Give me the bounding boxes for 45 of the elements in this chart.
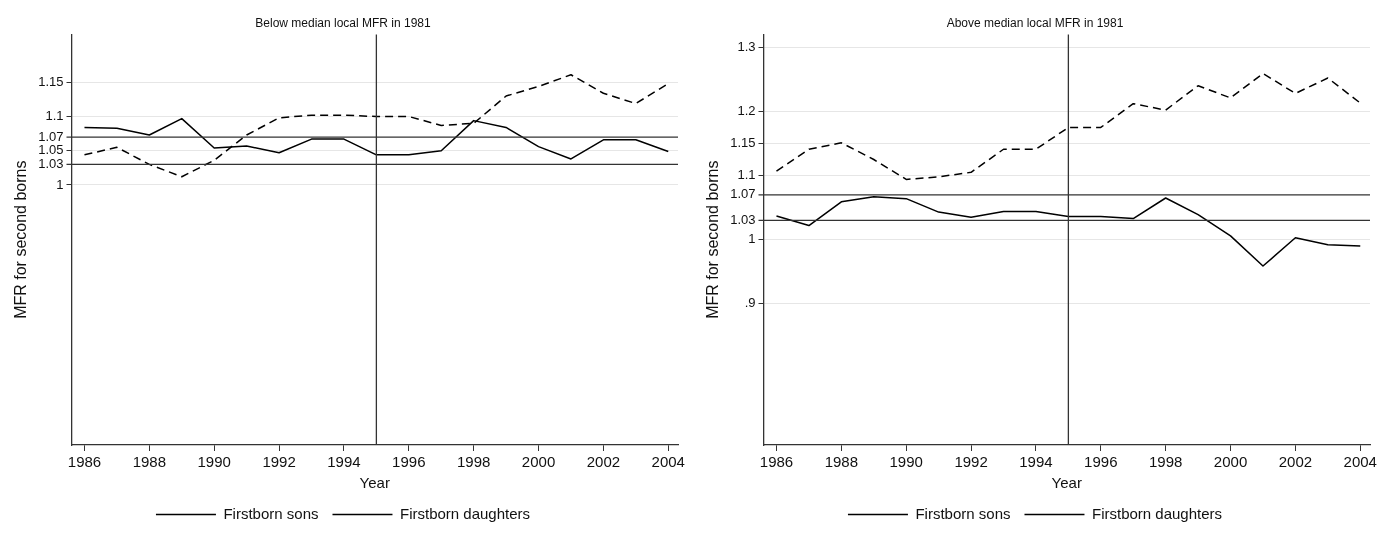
y-tick-label: 1: [56, 176, 64, 192]
y-tick-label: 1.1: [737, 167, 756, 183]
x-tick-label: 2000: [1213, 453, 1248, 471]
y-axis-title: MFR for second borns: [12, 160, 30, 319]
chart-title: Below median local MFR in 1981: [255, 15, 432, 30]
x-tick-label: 1998: [1148, 453, 1183, 471]
ref-line-label: 1.07: [38, 128, 64, 144]
legend-label: Firstborn daughters: [399, 504, 531, 522]
y-axis-title: MFR for second borns: [704, 160, 722, 319]
x-tick-label: 1986: [67, 453, 102, 471]
ref-line-label: 1.07: [730, 186, 756, 202]
chart-title: Above median local MFR in 1981: [946, 15, 1124, 30]
x-tick-label: 1994: [327, 453, 361, 471]
x-tick-label: 1996: [392, 453, 426, 471]
x-tick-label: 1990: [889, 453, 923, 471]
x-tick-label: 1994: [1019, 453, 1053, 471]
x-tick-label: 1996: [1084, 453, 1118, 471]
ref-line-label: 1.03: [38, 156, 64, 171]
x-tick-label: 2002: [586, 453, 621, 471]
ref-line-label: 1.03: [730, 212, 756, 228]
y-tick-label: 1.1: [45, 108, 64, 124]
x-tick-label: 2000: [521, 453, 556, 471]
y-tick-label: 1: [748, 231, 756, 247]
legend-label: Firstborn sons: [915, 504, 1011, 522]
x-tick-label: 1988: [132, 453, 167, 471]
x-tick-label: 2002: [1278, 453, 1313, 471]
legend-label: Firstborn daughters: [1091, 504, 1223, 522]
y-tick-label: 1.15: [38, 73, 64, 89]
x-tick-label: 2004: [1343, 453, 1377, 471]
x-axis-title: Year: [359, 474, 390, 492]
x-tick-label: 1992: [262, 453, 296, 471]
x-tick-label: 2004: [651, 453, 685, 471]
x-tick-label: 1998: [456, 453, 491, 471]
y-tick-label: 1.15: [730, 135, 756, 151]
x-tick-label: 1988: [824, 453, 859, 471]
x-tick-label: 1992: [954, 453, 988, 471]
y-tick-label: 1.2: [737, 102, 756, 118]
x-axis-title: Year: [1051, 474, 1082, 492]
y-tick-label: .9: [744, 295, 756, 311]
legend-label: Firstborn sons: [223, 504, 319, 522]
line-series: [775, 72, 1362, 181]
x-tick-label: 1990: [197, 453, 231, 471]
y-tick-label: 1.05: [38, 142, 64, 158]
x-tick-label: 1986: [759, 453, 794, 471]
y-tick-label: 1.3: [737, 38, 756, 54]
